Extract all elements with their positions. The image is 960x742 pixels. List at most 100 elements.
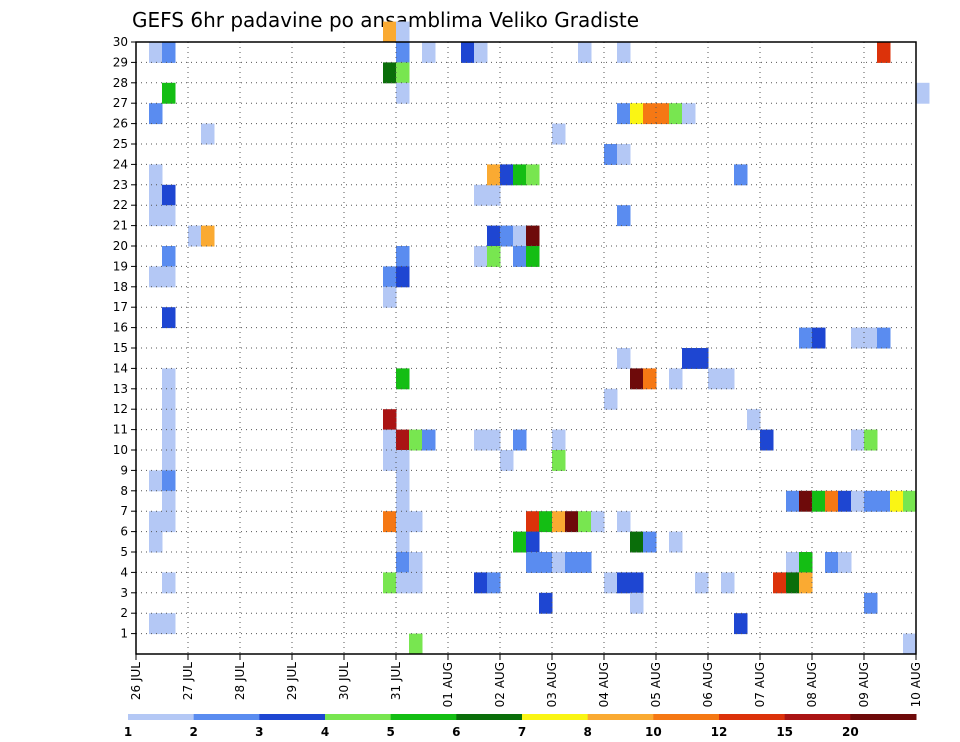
cell xyxy=(630,103,644,125)
cell xyxy=(149,531,163,553)
cell xyxy=(474,246,488,267)
cell xyxy=(630,531,644,553)
cell xyxy=(396,470,410,492)
y-tick-label: 20 xyxy=(113,239,128,253)
cell xyxy=(695,572,709,594)
grid-layer xyxy=(136,42,916,654)
cell xyxy=(396,511,410,533)
cell xyxy=(396,450,410,471)
cell xyxy=(383,266,397,288)
cell xyxy=(396,572,410,594)
cell xyxy=(604,572,618,594)
cell xyxy=(474,429,488,451)
cell xyxy=(461,42,475,63)
cell xyxy=(149,205,163,227)
cell xyxy=(682,103,696,125)
y-tick-label: 27 xyxy=(113,96,128,110)
color-level-label: 15 xyxy=(776,725,793,739)
y-tick-label: 25 xyxy=(113,137,128,151)
cell xyxy=(786,490,800,512)
cell xyxy=(565,552,579,573)
cell xyxy=(500,450,514,471)
cell xyxy=(149,613,163,635)
y-tick-label: 2 xyxy=(120,606,128,620)
cell xyxy=(396,552,410,573)
y-tick-label: 7 xyxy=(120,504,128,518)
cell xyxy=(864,490,878,512)
cell xyxy=(552,552,566,573)
cell xyxy=(201,225,215,247)
y-axis: 1234567891011121314151617181920212223242… xyxy=(113,35,136,641)
cell xyxy=(630,572,644,594)
cell xyxy=(487,572,501,594)
cell xyxy=(591,511,605,533)
y-tick-label: 11 xyxy=(113,423,128,437)
cell xyxy=(630,592,644,614)
cell xyxy=(474,184,488,206)
cell xyxy=(422,429,436,451)
cell xyxy=(526,164,540,186)
x-tick-label: 06 AUG xyxy=(701,662,715,707)
cell xyxy=(188,225,202,247)
x-tick-label: 10 AUG xyxy=(909,662,923,707)
y-tick-label: 6 xyxy=(120,525,128,539)
x-tick-label: 02 AUG xyxy=(493,662,507,707)
cell xyxy=(513,246,527,267)
cell xyxy=(149,266,163,288)
x-tick-label: 27 JUL xyxy=(181,662,195,700)
y-tick-label: 9 xyxy=(120,463,128,477)
color-level-label: 10 xyxy=(645,725,662,739)
cell xyxy=(162,613,176,635)
cell xyxy=(552,429,566,451)
y-tick-label: 5 xyxy=(120,545,128,559)
cell xyxy=(396,266,410,288)
color-swatch xyxy=(325,714,392,720)
y-tick-label: 26 xyxy=(113,117,128,131)
cell xyxy=(162,307,176,329)
cell xyxy=(162,246,176,267)
cell xyxy=(149,511,163,533)
color-level-label: 3 xyxy=(255,725,263,739)
color-swatch xyxy=(719,714,786,720)
cell xyxy=(604,388,618,410)
color-level-label: 5 xyxy=(386,725,394,739)
cell xyxy=(877,327,891,349)
cell xyxy=(903,490,917,512)
color-level-label: 8 xyxy=(583,725,591,739)
color-swatch xyxy=(456,714,523,720)
cell xyxy=(617,103,631,125)
cell xyxy=(162,490,176,512)
cell xyxy=(383,62,397,84)
color-level-label: 20 xyxy=(842,725,859,739)
cell xyxy=(825,490,839,512)
cell xyxy=(786,552,800,573)
cell xyxy=(409,552,423,573)
cell xyxy=(500,164,514,186)
cell xyxy=(383,409,397,431)
cell xyxy=(409,511,423,533)
cell xyxy=(864,327,878,349)
cell xyxy=(396,429,410,451)
cell xyxy=(760,429,774,451)
cell xyxy=(149,184,163,206)
cell xyxy=(877,42,891,63)
cell xyxy=(799,490,813,512)
cell xyxy=(630,368,644,390)
x-tick-label: 31 JUL xyxy=(389,662,403,700)
color-level-label: 7 xyxy=(518,725,526,739)
color-legend: 1 2 3 4 5 6 7 8 10 12 15 20 xyxy=(124,714,917,739)
color-level-label: 1 xyxy=(124,725,132,739)
cell xyxy=(500,225,514,247)
y-tick-label: 16 xyxy=(113,321,128,335)
x-tick-label: 30 JUL xyxy=(337,662,351,700)
y-tick-label: 23 xyxy=(113,178,128,192)
cell xyxy=(396,42,410,63)
x-tick-label: 26 JUL xyxy=(129,662,143,700)
cell xyxy=(383,450,397,471)
cell xyxy=(864,592,878,614)
cell xyxy=(513,164,527,186)
color-swatch xyxy=(522,714,589,720)
cell xyxy=(162,184,176,206)
cells-layer xyxy=(149,21,930,655)
